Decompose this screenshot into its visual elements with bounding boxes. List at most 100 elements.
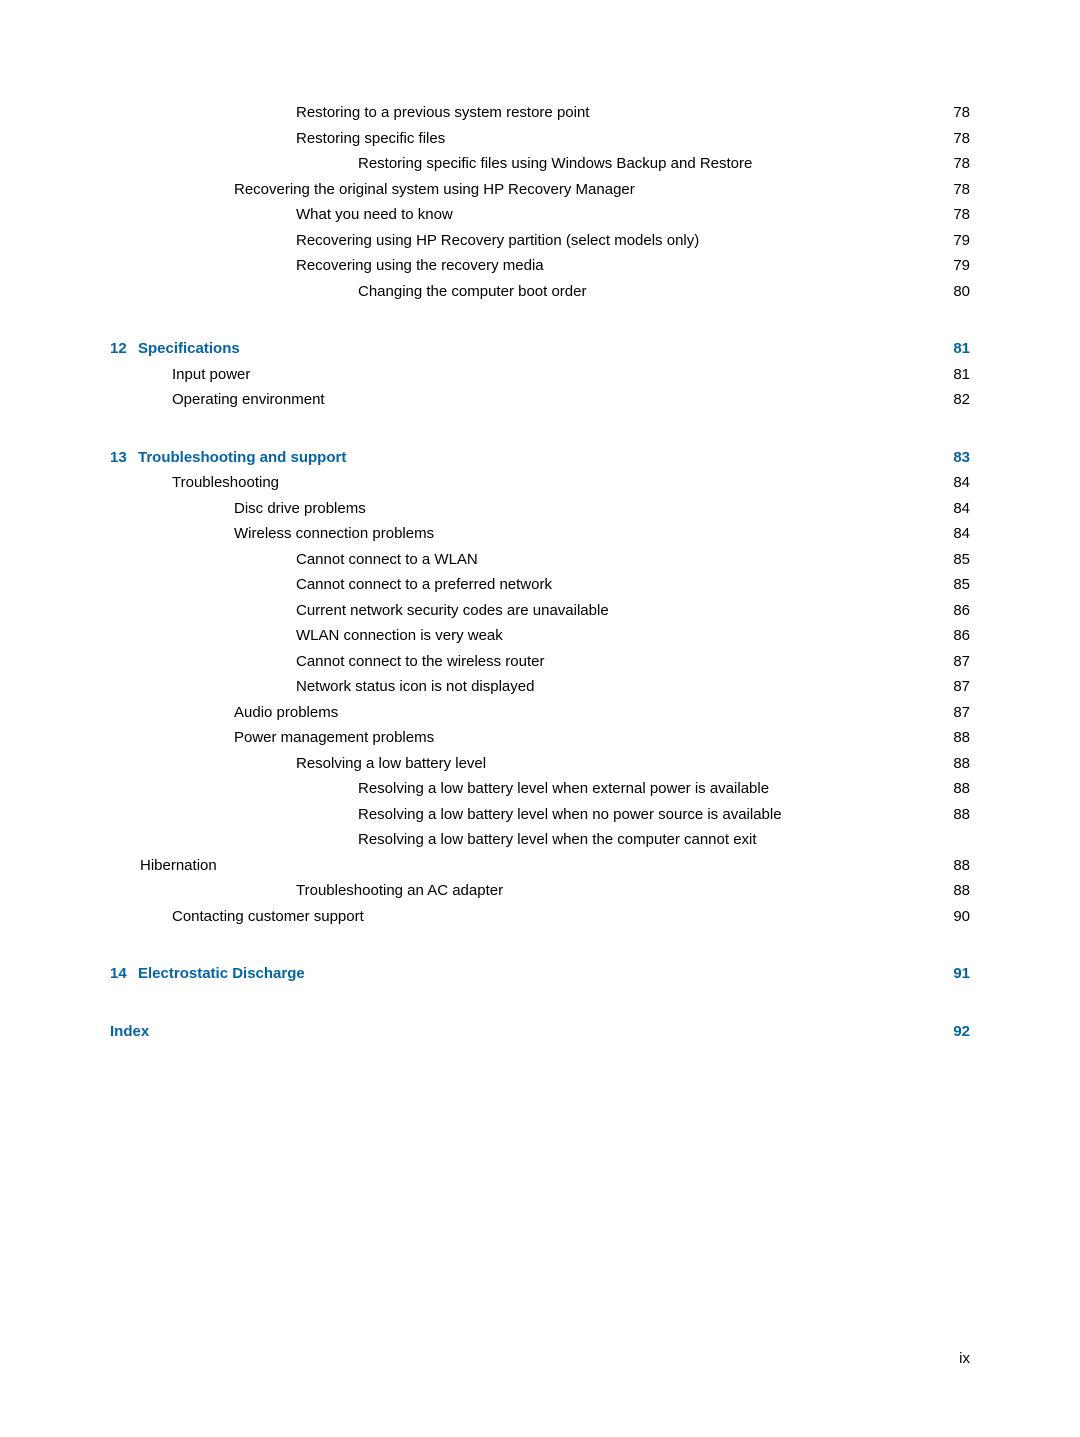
chapter-number: 13 (110, 445, 138, 471)
toc-entry[interactable]: Restoring specific files 78 (110, 126, 970, 152)
toc-entry[interactable]: Cannot connect to the wireless router 87 (110, 649, 970, 675)
toc-label: Recovering using HP Recovery partition (… (296, 228, 699, 254)
toc-label: Audio problems (234, 700, 338, 726)
toc-label: Troubleshooting (172, 470, 279, 496)
chapter-number: 12 (110, 336, 138, 362)
toc-label: Resolving a low battery level when the c… (358, 827, 757, 853)
toc-label: Network status icon is not displayed (296, 674, 534, 700)
toc-page-number: 78 (953, 202, 970, 228)
toc-label: Cannot connect to the wireless router (296, 649, 544, 675)
toc-entry[interactable]: Cannot connect to a WLAN 85 (110, 547, 970, 573)
toc-page-number: 87 (953, 649, 970, 675)
toc-label: 14Electrostatic Discharge (110, 961, 305, 987)
chapter-number: 14 (110, 961, 138, 987)
toc-label: Cannot connect to a WLAN (296, 547, 478, 573)
table-of-contents: Restoring to a previous system restore p… (110, 100, 970, 1044)
toc-entry[interactable]: What you need to know 78 (110, 202, 970, 228)
toc-label: Hibernation (140, 853, 217, 879)
toc-entry[interactable]: Restoring to a previous system restore p… (110, 100, 970, 126)
toc-page-number: 84 (953, 521, 970, 547)
toc-page-number: 83 (953, 445, 970, 471)
toc-page-number: 84 (953, 496, 970, 522)
toc-page-number: 91 (953, 961, 970, 987)
toc-entry[interactable]: Contacting customer support 90 (110, 904, 970, 930)
toc-page-number: 78 (953, 151, 970, 177)
toc-label: Recovering using the recovery media (296, 253, 544, 279)
toc-label: Restoring to a previous system restore p… (296, 100, 589, 126)
toc-entry[interactable]: Restoring specific files using Windows B… (110, 151, 970, 177)
toc-heading[interactable]: 14Electrostatic Discharge 91 (110, 961, 970, 987)
toc-page-number: 88 (953, 802, 970, 828)
toc-label: Contacting customer support (172, 904, 364, 930)
toc-label: Wireless connection problems (234, 521, 434, 547)
toc-label: What you need to know (296, 202, 453, 228)
toc-page-number: 88 (953, 853, 970, 879)
toc-entry[interactable]: Resolving a low battery level when the c… (110, 827, 970, 853)
toc-page-number: 86 (953, 598, 970, 624)
toc-entry[interactable]: Recovering using HP Recovery partition (… (110, 228, 970, 254)
toc-page-number: 84 (953, 470, 970, 496)
toc-label: Changing the computer boot order (358, 279, 586, 305)
toc-entry[interactable]: Network status icon is not displayed 87 (110, 674, 970, 700)
toc-page-number: 79 (953, 228, 970, 254)
toc-page-number: 88 (953, 878, 970, 904)
toc-entry[interactable]: Input power 81 (110, 362, 970, 388)
toc-page-number: 88 (953, 751, 970, 777)
toc-label: 13Troubleshooting and support (110, 445, 346, 471)
toc-entry[interactable]: Power management problems 88 (110, 725, 970, 751)
toc-page-number: 87 (953, 700, 970, 726)
toc-page-number: 81 (953, 362, 970, 388)
toc-label: Restoring specific files using Windows B… (358, 151, 752, 177)
toc-label: Resolving a low battery level when no po… (358, 802, 782, 828)
toc-entry[interactable]: Changing the computer boot order 80 (110, 279, 970, 305)
toc-entry[interactable]: Troubleshooting an AC adapter 88 (110, 878, 970, 904)
toc-page-number: 85 (953, 572, 970, 598)
toc-label: Power management problems (234, 725, 434, 751)
toc-page-number: 92 (953, 1019, 970, 1045)
toc-page-number: 81 (953, 336, 970, 362)
toc-label: 12Specifications (110, 336, 240, 362)
toc-entry[interactable]: WLAN connection is very weak 86 (110, 623, 970, 649)
toc-entry[interactable]: Audio problems 87 (110, 700, 970, 726)
toc-heading[interactable]: 12Specifications 81 (110, 336, 970, 362)
toc-label: Operating environment (172, 387, 325, 413)
toc-page-number: 85 (953, 547, 970, 573)
toc-page-number: 86 (953, 623, 970, 649)
toc-label: Index (110, 1019, 149, 1045)
toc-label: Restoring specific files (296, 126, 445, 152)
toc-page-number: 79 (953, 253, 970, 279)
toc-label: Resolving a low battery level when exter… (358, 776, 769, 802)
toc-entry[interactable]: Operating environment 82 (110, 387, 970, 413)
toc-page-number: 87 (953, 674, 970, 700)
toc-entry[interactable]: Hibernation 88 (110, 853, 970, 879)
toc-page-number: 78 (953, 177, 970, 203)
toc-label: Resolving a low battery level (296, 751, 486, 777)
toc-entry[interactable]: Cannot connect to a preferred network 85 (110, 572, 970, 598)
toc-entry[interactable]: Disc drive problems 84 (110, 496, 970, 522)
page-number: ix (959, 1350, 970, 1367)
toc-label: Disc drive problems (234, 496, 366, 522)
toc-entry[interactable]: Recovering using the recovery media 79 (110, 253, 970, 279)
toc-page-number: 90 (953, 904, 970, 930)
toc-entry[interactable]: Wireless connection problems 84 (110, 521, 970, 547)
toc-page-number: 88 (953, 776, 970, 802)
toc-label: Current network security codes are unava… (296, 598, 609, 624)
toc-entry[interactable]: Resolving a low battery level when exter… (110, 776, 970, 802)
toc-entry[interactable]: Recovering the original system using HP … (110, 177, 970, 203)
toc-label: Recovering the original system using HP … (234, 177, 635, 203)
toc-entry[interactable]: Resolving a low battery level when no po… (110, 802, 970, 828)
toc-page-number: 80 (953, 279, 970, 305)
toc-entry[interactable]: Current network security codes are unava… (110, 598, 970, 624)
toc-label: Cannot connect to a preferred network (296, 572, 552, 598)
toc-heading[interactable]: Index 92 (110, 1019, 970, 1045)
toc-heading[interactable]: 13Troubleshooting and support 83 (110, 445, 970, 471)
toc-label: Input power (172, 362, 250, 388)
toc-page-number: 88 (953, 725, 970, 751)
toc-page-number: 82 (953, 387, 970, 413)
toc-entry[interactable]: Resolving a low battery level 88 (110, 751, 970, 777)
toc-label: Troubleshooting an AC adapter (296, 878, 503, 904)
toc-page-number: 78 (953, 100, 970, 126)
toc-page-number: 78 (953, 126, 970, 152)
toc-label: WLAN connection is very weak (296, 623, 503, 649)
toc-entry[interactable]: Troubleshooting 84 (110, 470, 970, 496)
